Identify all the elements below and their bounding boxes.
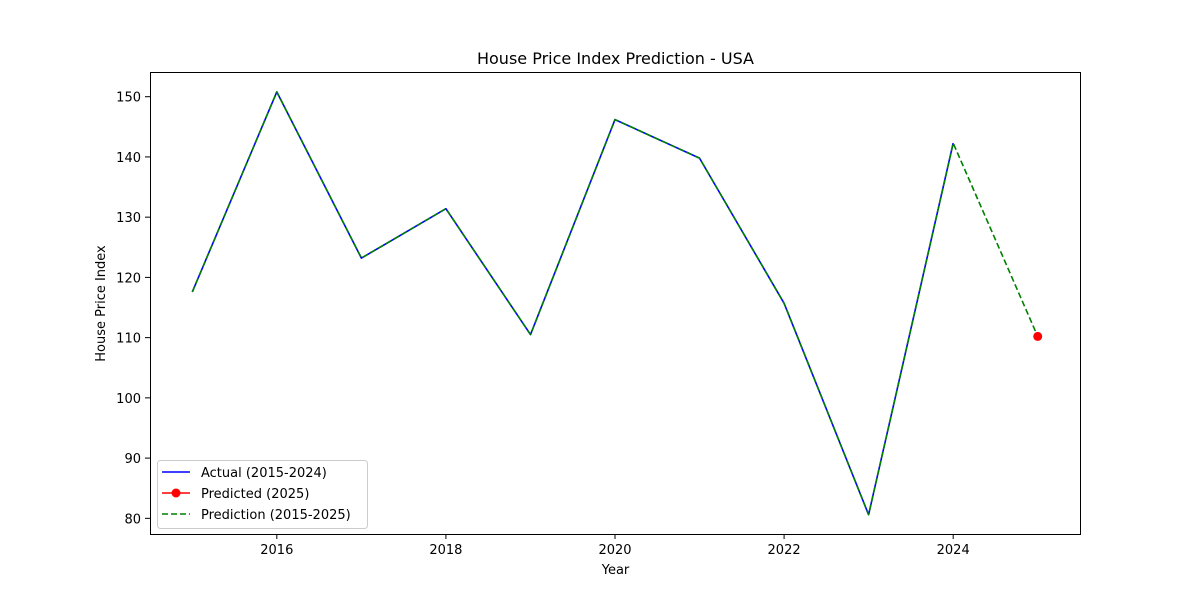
y-tick-label: 150 [116,91,141,106]
chart-title: House Price Index Prediction - USA [477,49,754,68]
plot-area [191,91,1043,516]
y-axis-label: House Price Index [94,245,109,362]
y-axis: 80 90 100 110 120 130 140 150 [116,91,150,527]
data-point-predicted-2025 [1033,331,1043,341]
legend-label: Prediction (2015-2025) [201,508,351,523]
x-tick-label: 2022 [768,543,801,558]
y-tick-label: 120 [116,271,141,286]
y-tick-label: 140 [116,151,141,166]
series-line-prediction-2015-2025 [191,91,1039,516]
legend-box [157,460,368,529]
x-axis-label: Year [601,563,630,578]
legend-marker [171,488,181,498]
x-tick-label: 2020 [598,543,631,558]
legend: Actual (2015-2024) Predicted (2025) Predic… [157,460,368,529]
y-tick-label: 100 [116,392,141,407]
y-tick-label: 130 [116,211,141,226]
x-axis: 2016 2018 2020 2022 2024 [260,534,970,558]
x-tick-label: 2016 [260,543,293,558]
y-tick-label: 90 [124,452,141,467]
y-tick-label: 110 [116,332,141,347]
y-tick-label: 80 [124,512,141,527]
legend-label: Actual (2015-2024) [201,466,327,481]
x-tick-label: 2024 [937,543,970,558]
x-tick-label: 2018 [429,543,462,558]
legend-label: Predicted (2025) [201,487,309,502]
